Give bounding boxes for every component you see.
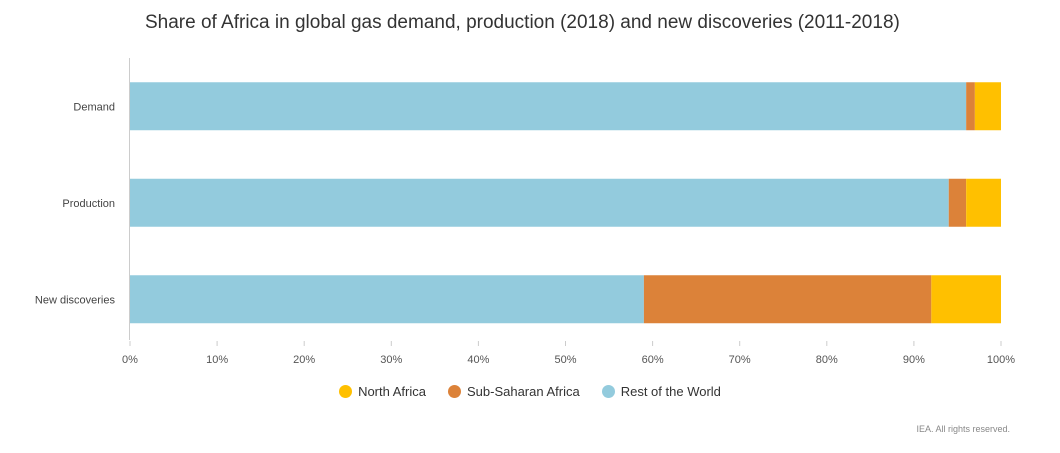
legend: North Africa Sub-Saharan Africa Rest of … [0,384,1060,399]
category-label-production: Production [62,198,115,210]
legend-item-north-africa[interactable]: North Africa [339,384,426,399]
bar-demand-rest-of-the-world[interactable] [130,82,967,131]
bar-production-north-africa[interactable] [966,178,1001,227]
category-labels: Demand Production New discoveries [35,101,116,306]
bar-new-discoveries-north-africa[interactable] [931,275,1001,324]
bar-production-rest-of-the-world[interactable] [130,178,949,227]
x-tick-label: 90% [903,354,925,366]
legend-item-rest-of-the-world[interactable]: Rest of the World [601,384,721,399]
x-tick-label: 10% [206,354,228,366]
category-label-demand: Demand [73,101,115,113]
x-tick-label: 40% [467,354,489,366]
bar-new-discoveries-rest-of-the-world[interactable] [130,275,644,324]
bars-group [130,82,1001,324]
legend-swatch-rest-of-the-world [601,385,615,398]
x-tick-label: 60% [642,354,664,366]
legend-label-north-africa: North Africa [358,384,426,399]
x-axis-ticks: 0% 10% 20% 30% 40% 50% 60% 70% 80% 90% 100% [122,341,1015,366]
chart-title: Share of Africa in global gas demand, pr… [145,12,900,33]
x-tick-label: 20% [293,354,315,366]
bar-demand-north-africa[interactable] [974,82,1001,131]
x-tick-label: 50% [554,354,576,366]
x-tick-label: 0% [122,354,138,366]
bar-demand-sub-saharan-africa[interactable] [966,82,975,131]
credits: IEA. All rights reserved. [916,424,1010,434]
x-tick-label: 100% [987,354,1015,366]
legend-swatch-sub-saharan-africa [447,385,461,398]
x-tick-label: 30% [380,354,402,366]
legend-label-rest-of-the-world: Rest of the World [620,384,721,399]
bar-production-sub-saharan-africa[interactable] [948,178,967,227]
legend-item-sub-saharan-africa[interactable]: Sub-Saharan Africa [447,384,580,399]
x-tick-label: 80% [816,354,838,366]
legend-swatch-north-africa [339,385,353,398]
bar-new-discoveries-sub-saharan-africa[interactable] [643,275,932,324]
legend-label-sub-saharan-africa: Sub-Saharan Africa [466,384,580,399]
x-tick-label: 70% [729,354,751,366]
category-label-new-discoveries: New discoveries [35,294,116,306]
